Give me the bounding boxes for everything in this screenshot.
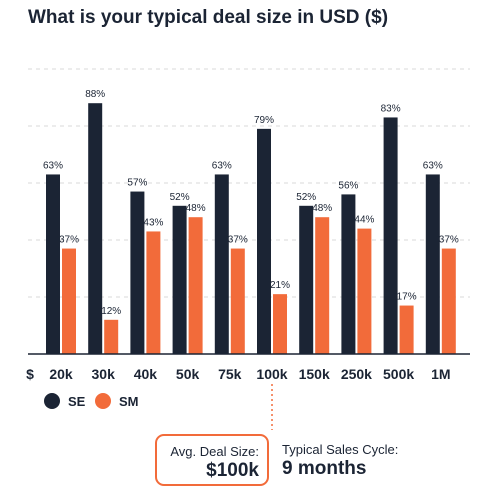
sales-cycle-value: 9 months [282,458,367,479]
x-tick-label: 150k [299,366,330,382]
data-label-sm: 21% [270,280,290,291]
data-label-sm: 37% [59,235,79,246]
x-tick-label: 30k [92,366,116,382]
legend-swatch-sm [95,393,111,409]
data-label-sm: 37% [228,235,248,246]
data-label-se: 83% [381,103,401,114]
x-tick-label: 250k [341,366,372,382]
legend-item-se: SE [44,393,85,409]
bars [46,103,456,354]
bar-se [172,205,187,354]
data-label-se: 52% [170,192,190,203]
bar-sm [357,228,372,354]
legend-swatch-se [44,393,60,409]
bar-sm [146,231,161,354]
data-label-sm: 37% [439,235,459,246]
bar-se [341,194,356,354]
avg-deal-size-card: Avg. Deal Size: $100k [155,434,269,486]
data-label-se: 56% [338,180,358,191]
bar-sm [273,294,287,354]
x-tick-label: 100k [256,366,287,382]
data-label-se: 63% [212,160,232,171]
bar-sm [62,248,76,354]
bar-chart: 63%37%88%12%57%43%52%48%63%37%79%21%52%4… [26,68,470,430]
bar-se [383,117,398,354]
x-tick-label: 50k [176,366,200,382]
bar-se [214,174,229,354]
data-label-sm: 17% [397,292,417,303]
x-axis-prefix: $ [26,366,34,382]
data-label-sm: 12% [101,306,121,317]
data-label-sm: 44% [354,215,374,226]
avg-deal-size-label: Avg. Deal Size: [170,444,259,459]
bar-se [425,174,440,354]
avg-deal-size-value: $100k [206,460,259,481]
x-tick-label: 40k [134,366,158,382]
bar-sm [399,305,414,354]
bar-sm [230,248,245,354]
x-tick-label: 20k [49,366,73,382]
bar-sm [315,217,330,354]
data-label-se: 63% [43,160,63,171]
bar-se [299,205,314,354]
bar-se [130,191,145,354]
x-tick-label: 500k [383,366,414,382]
sales-cycle-label: Typical Sales Cycle: [282,442,399,457]
data-label-se: 79% [254,115,274,126]
chart-title: What is your typical deal size in USD ($… [28,7,389,28]
data-label-sm: 48% [186,203,206,214]
bar-se [46,174,60,354]
legend-item-sm: SM [95,393,139,409]
bar-sm [441,248,456,354]
data-label-se: 57% [127,178,147,189]
x-tick-label: 1M [431,366,450,382]
legend-label-sm: SM [119,393,139,409]
x-tick-label: 75k [218,366,242,382]
data-label-sm: 48% [312,203,332,214]
legend-label-se: SE [68,393,86,409]
data-label-se: 88% [85,89,105,100]
bar-se [88,103,103,354]
data-label-sm: 43% [143,217,163,228]
data-labels: 63%37%88%12%57%43%52%48%63%37%79%21%52%4… [43,89,459,317]
bar-se [257,128,271,354]
x-axis: $20k 30k 40k 50k 75k 100k 150k 250k 500k 1M [26,353,470,430]
data-label-se: 52% [296,192,316,203]
data-label-se: 63% [423,160,443,171]
bar-sm [104,319,119,354]
bar-sm [188,217,203,354]
